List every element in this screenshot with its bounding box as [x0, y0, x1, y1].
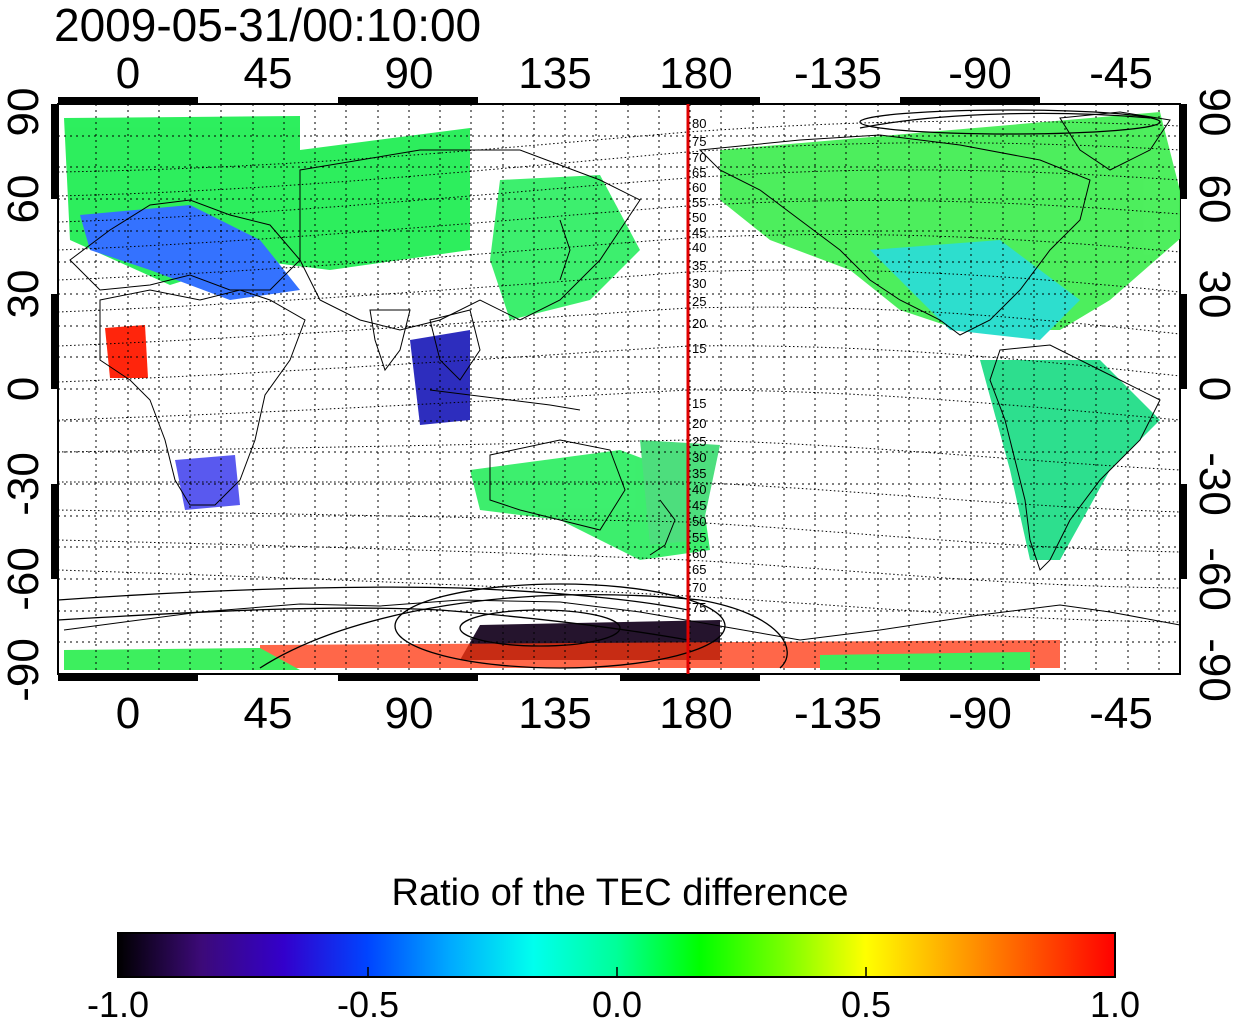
contour-label-s40: 40 — [692, 482, 706, 497]
left-lat-label: 30 — [0, 270, 48, 319]
colorbar — [117, 932, 1116, 978]
contour-label-n60: 60 — [692, 180, 706, 195]
top-longitude-labels: 0 45 90 135 180 -135 -90 -45 — [116, 49, 1153, 98]
data-patch-south-america — [980, 360, 1160, 560]
map-title: 2009-05-31/00:10:00 — [54, 0, 482, 51]
right-lat-label: 0 — [1190, 377, 1239, 401]
coast-africa — [99, 289, 306, 506]
contour-label-s50: 50 — [692, 514, 706, 529]
left-lat-label: 90 — [0, 88, 48, 137]
contour-label-n55: 55 — [692, 195, 706, 210]
top-lon-label: 135 — [518, 49, 591, 98]
colorbar-tick-label: -1.0 — [86, 984, 150, 1025]
top-lon-label: 90 — [385, 49, 434, 98]
contour-label-n35: 35 — [692, 258, 706, 273]
contour-label-s35: 35 — [692, 466, 706, 481]
contour-label-s15: 15 — [692, 396, 706, 411]
data-patch-europe-blue — [80, 205, 300, 300]
coast-australia — [489, 439, 626, 531]
coast-greenland — [1059, 111, 1171, 171]
colorbar-tick-label: 1.0 — [1089, 984, 1141, 1025]
coast-north-america — [698, 134, 1091, 336]
contour-label-s70: 70 — [692, 580, 706, 595]
coast-asia — [299, 149, 641, 331]
top-lon-label: 0 — [116, 49, 140, 98]
contour-labels: 80 75 70 65 60 55 50 45 40 35 30 25 20 1… — [692, 116, 706, 615]
bottom-lon-label: -45 — [1089, 689, 1153, 738]
coast-south-america — [989, 344, 1161, 571]
contour-label-n25: 25 — [692, 294, 706, 309]
contour-label-n40: 40 — [692, 240, 706, 255]
data-patch-antarctic-green-2 — [820, 652, 1030, 670]
bottom-lon-label: -90 — [948, 689, 1012, 738]
contour-label-n15: 15 — [692, 341, 706, 356]
contour-label-n65: 65 — [692, 165, 706, 180]
colorbar-tick-label: 0.5 — [840, 984, 892, 1025]
contour-label-s25: 25 — [692, 434, 706, 449]
left-lat-label: -90 — [0, 638, 48, 702]
top-lon-label: 180 — [659, 49, 732, 98]
contour-label-s20: 20 — [692, 416, 706, 431]
graticule — [58, 104, 1180, 674]
contour-label-s45: 45 — [692, 498, 706, 513]
contour-label-n75: 75 — [692, 134, 706, 149]
data-patch-west-africa-red — [105, 325, 148, 378]
coast-antarctica — [63, 599, 1180, 641]
right-lat-label: -30 — [1190, 452, 1239, 516]
top-lon-label: -135 — [794, 49, 882, 98]
right-lat-label: -60 — [1190, 547, 1239, 611]
coast-indonesia — [429, 389, 581, 411]
contour-label-n20: 20 — [692, 316, 706, 331]
contour-label-n80: 80 — [692, 116, 706, 131]
top-lon-label: 45 — [244, 49, 293, 98]
bottom-lon-label: 90 — [385, 689, 434, 738]
contour-label-s60: 60 — [692, 546, 706, 561]
contour-label-n70: 70 — [692, 150, 706, 165]
left-latitude-labels: 90 60 30 0 -30 -60 -90 — [0, 88, 48, 702]
contour-label-n50: 50 — [692, 210, 706, 225]
contour-label-s75: 75 — [692, 600, 706, 615]
coast-japan — [559, 219, 571, 281]
colorbar-tick-label: 0.0 — [591, 984, 643, 1025]
data-patch-east-asia — [490, 175, 640, 320]
solid-contours — [58, 109, 1161, 669]
magnetic-contours — [58, 120, 1180, 623]
colorbar-title: Ratio of the TEC difference — [391, 872, 849, 914]
data-patch-antarctic-green — [64, 648, 300, 670]
colorbar-ticks — [117, 967, 1116, 977]
border-ticks — [51, 97, 1187, 681]
bottom-lon-label: 0 — [116, 689, 140, 738]
bottom-lon-label: 45 — [244, 689, 293, 738]
coast-india — [369, 309, 411, 372]
coastlines — [63, 111, 1180, 641]
left-lat-label: -60 — [0, 547, 48, 611]
contour-label-s65: 65 — [692, 562, 706, 577]
tec-ratio-map: 80 75 70 65 60 55 50 45 40 35 30 25 20 1… — [0, 49, 1239, 738]
right-lat-label: 90 — [1190, 88, 1239, 137]
contour-label-n30: 30 — [692, 276, 706, 291]
right-lat-label: 60 — [1190, 175, 1239, 224]
contour-label-s55: 55 — [692, 530, 706, 545]
colorbar-tick-label: -0.5 — [336, 984, 400, 1025]
bottom-lon-label: 180 — [659, 689, 732, 738]
coast-indochina — [429, 309, 481, 381]
top-lon-label: -90 — [948, 49, 1012, 98]
right-lat-label: 30 — [1190, 270, 1239, 319]
right-lat-label: -90 — [1190, 638, 1239, 702]
coast-new-zealand — [649, 499, 676, 556]
data-patch-north-america — [720, 112, 1180, 330]
data-patch-north-america-cyan — [870, 240, 1080, 340]
left-lat-label: 0 — [0, 377, 48, 401]
data-patch-indonesia — [410, 330, 470, 425]
contour-label-s30: 30 — [692, 450, 706, 465]
top-lon-label: -45 — [1089, 49, 1153, 98]
contour-label-n45: 45 — [692, 225, 706, 240]
left-lat-label: -30 — [0, 452, 48, 516]
data-patch-south-pacific — [640, 440, 720, 545]
bottom-longitude-labels: 0 45 90 135 180 -135 -90 -45 — [116, 689, 1153, 738]
bottom-lon-label: -135 — [794, 689, 882, 738]
right-latitude-labels: 90 60 30 0 -30 -60 -90 — [1190, 88, 1239, 702]
left-lat-label: 60 — [0, 175, 48, 224]
bottom-lon-label: 135 — [518, 689, 591, 738]
